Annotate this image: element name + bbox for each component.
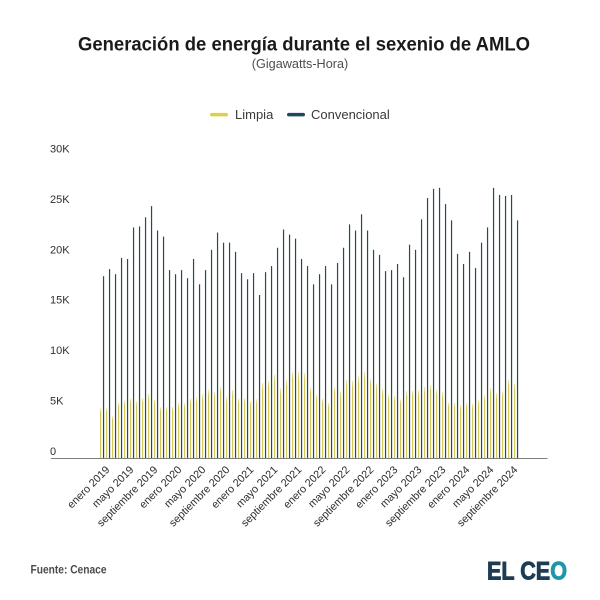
svg-text:Fuente: Cenace: Fuente: Cenace	[31, 563, 107, 577]
svg-text:15K: 15K	[50, 295, 70, 307]
svg-text:Convencional: Convencional	[311, 107, 390, 122]
svg-text:Limpia: Limpia	[235, 107, 274, 122]
svg-text:5K: 5K	[50, 396, 64, 408]
svg-text:25K: 25K	[50, 194, 70, 206]
svg-text:Generación de energía durante: Generación de energía durante el sexenio…	[78, 33, 530, 55]
svg-text:10K: 10K	[50, 345, 70, 357]
svg-text:EL CEO: EL CEO	[487, 558, 567, 586]
svg-text:0: 0	[50, 446, 56, 458]
svg-text:20K: 20K	[50, 244, 70, 256]
svg-text:(Gigawatts-Hora): (Gigawatts-Hora)	[252, 56, 349, 71]
svg-text:30K: 30K	[50, 143, 70, 155]
